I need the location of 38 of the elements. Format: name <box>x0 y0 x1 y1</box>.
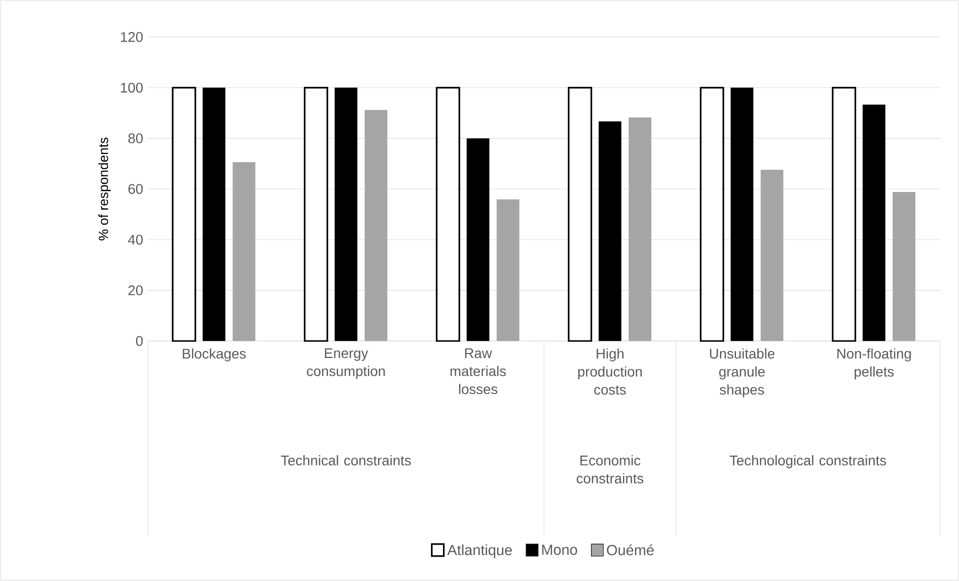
x-tick-label: Energy consumption <box>306 348 385 379</box>
bar <box>496 199 520 341</box>
x-tick-label: Unsuitable granule shapes <box>710 348 774 398</box>
y-tick-label: 60 <box>128 184 143 194</box>
bar <box>334 88 358 341</box>
bar <box>730 88 754 341</box>
x-tick-label: Raw materials losses <box>450 348 506 394</box>
legend-label: Mono <box>542 544 578 555</box>
bar <box>568 86 592 342</box>
y-tick-label: 120 <box>121 32 143 42</box>
y-tick-label: 20 <box>128 285 143 296</box>
bar <box>232 162 256 341</box>
legend-label: Ouémé <box>606 544 654 556</box>
bar <box>892 192 916 341</box>
bar <box>760 170 784 341</box>
y-tick-label: 0 <box>136 336 143 346</box>
bar <box>466 138 490 341</box>
x-tick-label: Blockages <box>182 348 246 362</box>
bar <box>202 88 226 341</box>
bar <box>862 104 886 341</box>
bar <box>598 121 622 341</box>
bar <box>436 86 460 342</box>
legend-label: Atlantique <box>447 544 512 558</box>
bar <box>304 86 328 342</box>
y-axis-title: % of respondents <box>98 138 111 240</box>
bar <box>700 86 724 342</box>
bar <box>832 86 856 342</box>
y-tick-label: 100 <box>121 82 143 93</box>
bar <box>364 110 388 341</box>
text: Technical constraints <box>280 455 411 466</box>
bar <box>628 118 652 341</box>
y-tick-label: 80 <box>128 133 143 144</box>
bar <box>172 86 196 342</box>
y-tick-label: 40 <box>128 234 143 245</box>
text: Technological constraints <box>730 455 886 468</box>
text: Economic constraints <box>576 455 644 484</box>
x-tick-label: High production costs <box>578 348 642 395</box>
x-tick-label: Non-floating pellets <box>837 348 911 380</box>
